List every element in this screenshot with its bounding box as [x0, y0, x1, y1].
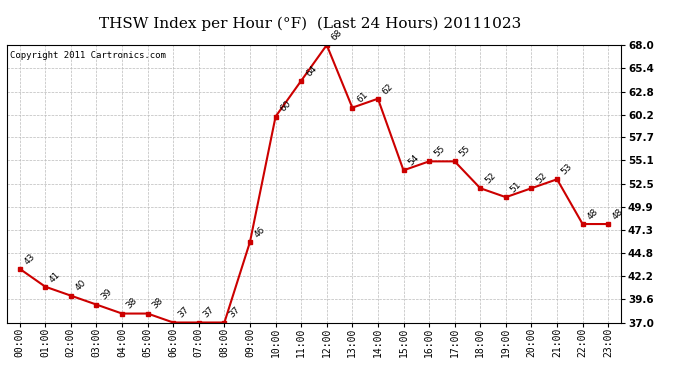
Text: 55: 55 [432, 144, 446, 159]
Text: 68: 68 [330, 28, 344, 42]
Text: 38: 38 [150, 296, 165, 311]
Text: 37: 37 [227, 305, 242, 320]
Text: THSW Index per Hour (°F)  (Last 24 Hours) 20111023: THSW Index per Hour (°F) (Last 24 Hours)… [99, 17, 522, 31]
Text: 54: 54 [406, 153, 421, 168]
Text: 60: 60 [278, 99, 293, 114]
Text: 37: 37 [201, 305, 216, 320]
Text: 40: 40 [74, 279, 88, 293]
Text: 48: 48 [585, 207, 600, 221]
Text: 52: 52 [534, 171, 549, 186]
Text: Copyright 2011 Cartronics.com: Copyright 2011 Cartronics.com [10, 51, 166, 60]
Text: 41: 41 [48, 270, 63, 284]
Text: 51: 51 [509, 180, 523, 194]
Text: 55: 55 [457, 144, 472, 159]
Text: 53: 53 [560, 162, 574, 177]
Text: 61: 61 [355, 90, 370, 105]
Text: 64: 64 [304, 64, 318, 78]
Text: 37: 37 [176, 305, 190, 320]
Text: 48: 48 [611, 207, 625, 221]
Text: 62: 62 [381, 81, 395, 96]
Text: 38: 38 [125, 296, 139, 311]
Text: 43: 43 [23, 252, 37, 266]
Text: 46: 46 [253, 225, 267, 239]
Text: 39: 39 [99, 287, 114, 302]
Text: 52: 52 [483, 171, 497, 186]
